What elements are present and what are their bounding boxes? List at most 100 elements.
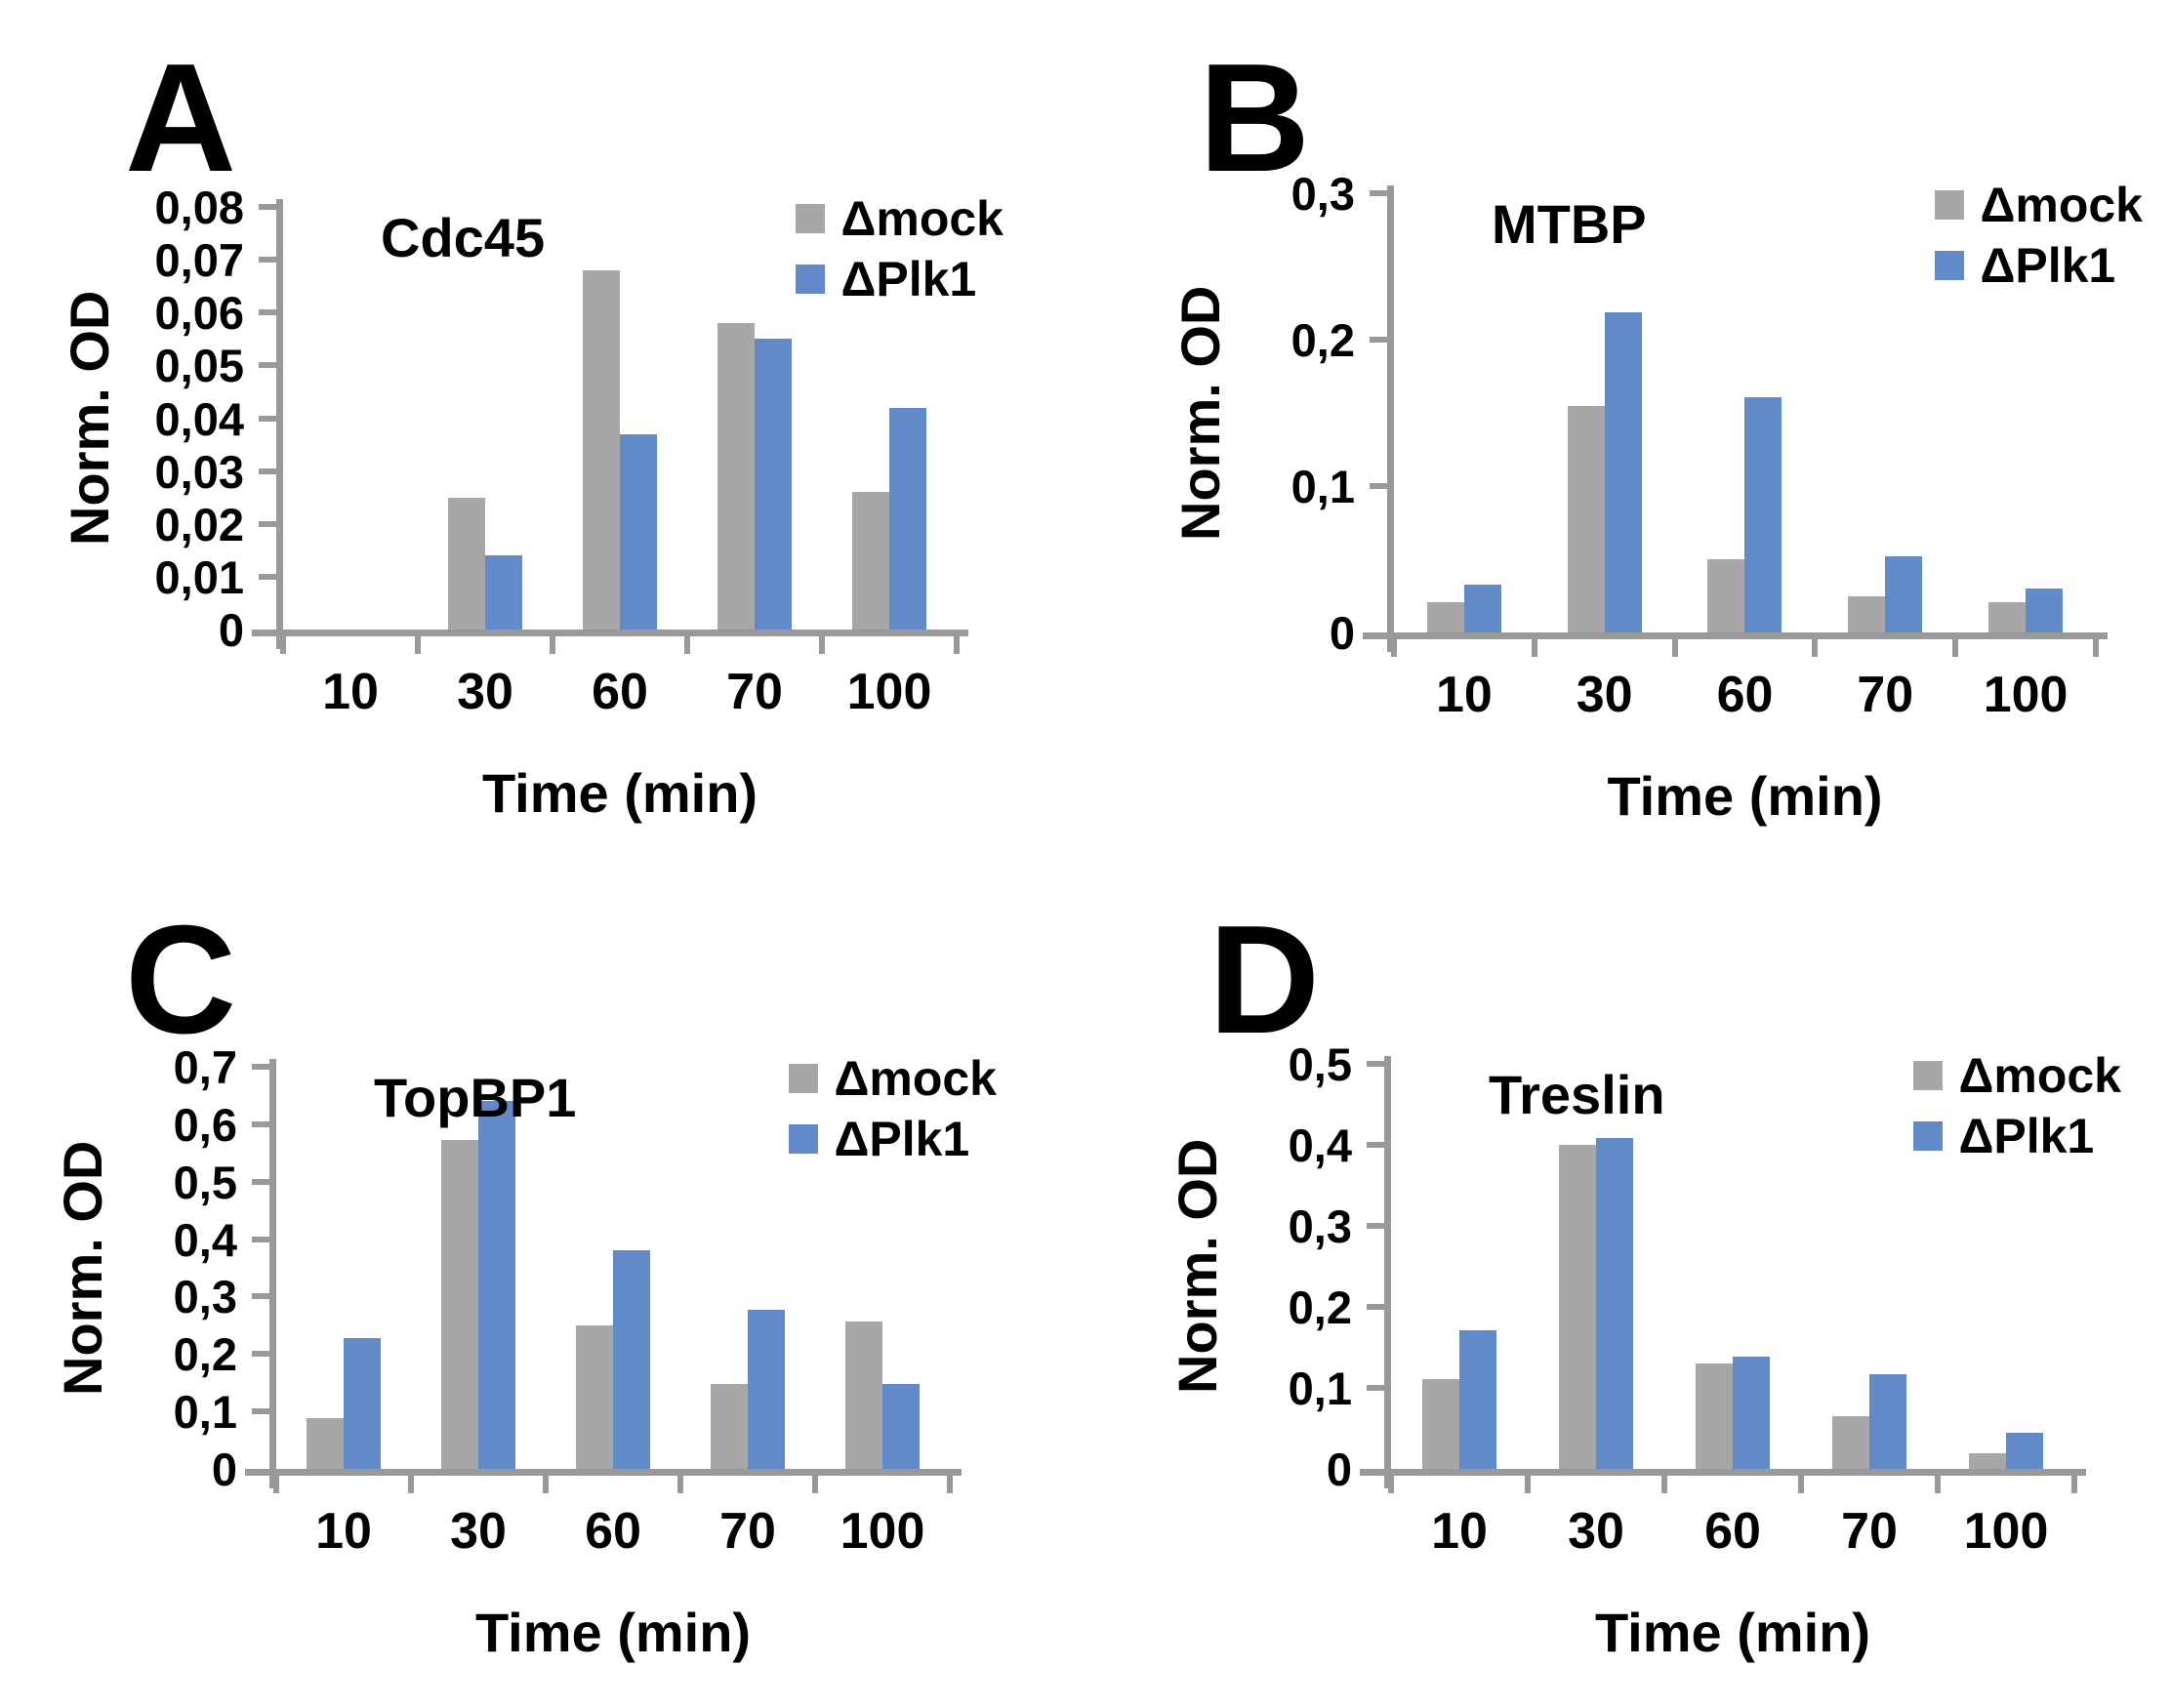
y-tick-mark (252, 1236, 269, 1242)
y-tick-label: 0,01 (154, 550, 244, 603)
y-tick-mark (252, 1408, 269, 1415)
legend-item: ΔPlk1 (796, 254, 1004, 305)
bar-group (822, 207, 957, 630)
x-axis-line (1363, 632, 2108, 639)
x-ticks (1391, 193, 2099, 657)
bar-plk1 (889, 407, 926, 630)
x-tick-label: 100 (840, 1503, 925, 1560)
bar-plk1 (2026, 589, 2064, 632)
y-tick-label: 0,7 (173, 1041, 237, 1093)
y-tick-label: 0 (211, 1444, 237, 1495)
legend-item: ΔPlk1 (1913, 1111, 2121, 1161)
x-tick-mark (543, 1476, 549, 1493)
bar-mock (711, 1383, 748, 1469)
y-tick-label: 0,05 (154, 340, 244, 392)
y-tick-mark (1370, 337, 1387, 344)
bar-group (418, 207, 553, 630)
legend-label: Δmock (840, 191, 1004, 246)
x-tick-mark (677, 1476, 683, 1493)
y-tick-mark (1367, 1304, 1384, 1310)
x-axis-line (1360, 1469, 2086, 1476)
x-tick-mark (1798, 1476, 1804, 1493)
bar-plk1 (478, 1101, 515, 1469)
bar-mock (1567, 405, 1605, 632)
y-axis-line (269, 1059, 276, 1488)
y-tick-label: 0,3 (173, 1271, 237, 1323)
y-tick-label: 0,1 (173, 1386, 237, 1439)
legend: Δmock ΔPlk1 (796, 193, 1004, 305)
panel-letter: B (1199, 32, 1311, 204)
bar-mock (1848, 595, 1886, 632)
bar-group (1815, 193, 1955, 632)
bar-group (276, 1067, 411, 1469)
legend-label: ΔPlk1 (1958, 1109, 2095, 1163)
bar-group (1391, 1064, 1528, 1469)
bar-mock (1988, 601, 2027, 632)
bars (1391, 1064, 2074, 1469)
x-tick-mark (812, 1476, 818, 1493)
legend-item: ΔPlk1 (1935, 240, 2143, 291)
y-tick-label: 0,03 (154, 445, 244, 498)
plot-area: 0 0,1 0,2 0,3 0,4 0,5 0,6 0,7 TopBP1 Δmock ΔPlk1… (52, 1044, 997, 1660)
x-tick-mark (415, 636, 421, 654)
panel-letter: A (125, 32, 237, 204)
x-tick-mark (2071, 1476, 2077, 1493)
y-axis-title: Norm. OD (1169, 285, 1231, 541)
bar-group (1955, 193, 2096, 632)
y-axis-title: Norm. OD (1167, 1138, 1228, 1395)
bar-group (1664, 1064, 1801, 1469)
bar-group (411, 1067, 546, 1469)
x-tick-label: 100 (1963, 1503, 2049, 1560)
y-tick-label: 0,6 (173, 1098, 237, 1151)
y-tick-mark (259, 468, 276, 474)
x-tick-label: 10 (1435, 667, 1493, 723)
x-tick-label: 70 (726, 664, 783, 720)
x-tick-label: 70 (1841, 1503, 1898, 1560)
bar-group (1801, 1064, 1938, 1469)
legend: Δmock ΔPlk1 (1935, 180, 2143, 291)
x-tick-mark (954, 636, 960, 654)
y-axis-line (1387, 185, 1394, 652)
x-tick-label: 10 (315, 1503, 372, 1560)
bar-mock (441, 1140, 478, 1469)
x-tick-mark (408, 1476, 414, 1493)
bar-plk1 (344, 1337, 381, 1469)
bar-plk1 (1463, 584, 1501, 632)
bar-group (1528, 1064, 1664, 1469)
bar-plk1 (613, 1250, 650, 1469)
y-tick-mark (1367, 1223, 1384, 1229)
x-tick-label: 30 (457, 664, 513, 720)
bar-group (553, 207, 687, 630)
y-tick-label: 0,3 (1288, 1200, 1352, 1252)
legend-swatch-icon (1913, 1121, 1944, 1151)
legend-swatch-icon (1935, 251, 1965, 280)
bar-plk1 (1869, 1373, 1906, 1469)
x-tick-label: 30 (1568, 1503, 1624, 1560)
x-tick-label: 10 (322, 664, 379, 720)
y-tick-mark (259, 309, 276, 316)
legend: Δmock ΔPlk1 (789, 1053, 997, 1164)
bar-plk1 (748, 1309, 785, 1469)
bar-mock (1969, 1453, 2006, 1469)
chart-title: MTBP (1492, 193, 1647, 255)
bar-group (815, 1067, 950, 1469)
legend-swatch-icon (796, 264, 826, 294)
bar-group (1535, 193, 1675, 632)
legend-label: Δmock (834, 1051, 997, 1106)
legend-item: Δmock (1935, 180, 2143, 230)
bar-mock (1832, 1416, 1869, 1469)
y-tick-label: 0,4 (1288, 1119, 1352, 1171)
y-tick-label: 0,1 (1288, 1362, 1352, 1414)
x-labels: 10 30 60 70 100 (276, 1506, 950, 1557)
legend: Δmock ΔPlk1 (1913, 1050, 2121, 1161)
y-tick-label: 0 (1329, 607, 1355, 659)
y-tick-label: 0,02 (154, 498, 244, 550)
x-tick-mark (819, 636, 825, 654)
bar-mock (1696, 1363, 1733, 1469)
y-ticks: 0 0,1 0,2 0,3 0,4 0,5 (1289, 1041, 2074, 1492)
legend-swatch-icon (789, 1064, 819, 1093)
y-axis-line (276, 199, 283, 649)
legend-swatch-icon (789, 1124, 819, 1154)
